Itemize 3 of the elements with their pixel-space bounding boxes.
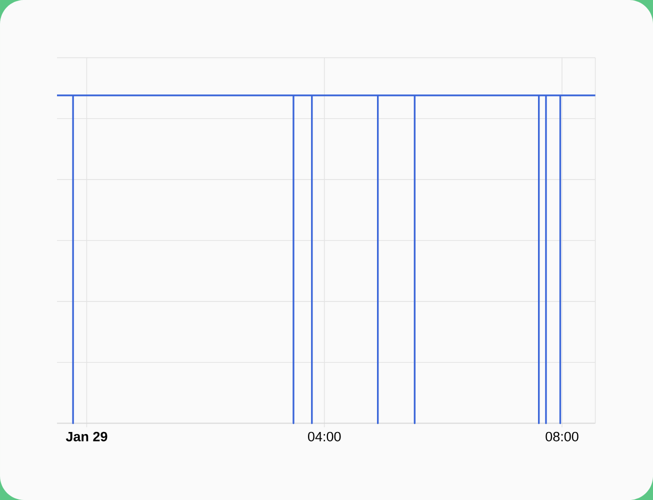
x-tick-label: Jan 29 [66, 432, 108, 442]
x-tick-label: 04:00 [308, 432, 341, 442]
x-tick-label: 08:00 [546, 432, 578, 442]
